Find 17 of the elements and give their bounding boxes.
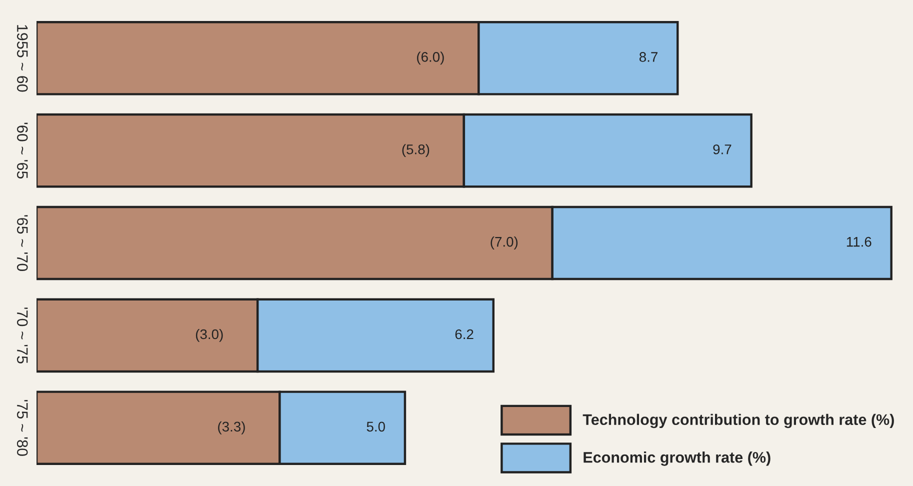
total-label: 9.7 (713, 144, 732, 154)
total-label: 8.7 (639, 52, 658, 62)
y-tick-label: '70 ~ '75 (16, 308, 28, 364)
legend-label: Technology contribution to growth rate (%) (582, 414, 894, 428)
total-label: 5.0 (366, 422, 385, 432)
data-label: (3.0) (196, 328, 223, 342)
total-label: 6.2 (455, 329, 474, 340)
y-tick-label: 1955 ~ 60 (16, 25, 28, 92)
data-label: (7.0) (490, 236, 518, 250)
total-label: 11.6 (846, 236, 872, 247)
data-label: (3.3) (218, 421, 245, 434)
data-label: (5.8) (402, 144, 430, 158)
y-tick-label: '65 ~ '70 (16, 215, 28, 272)
data-label: (6.0) (417, 52, 444, 65)
legend-label: Economic growth rate (%) (584, 452, 770, 466)
y-tick-label: '75 ~ '80 (16, 400, 28, 456)
y-tick-label: '60 ~ '65 (16, 122, 28, 179)
